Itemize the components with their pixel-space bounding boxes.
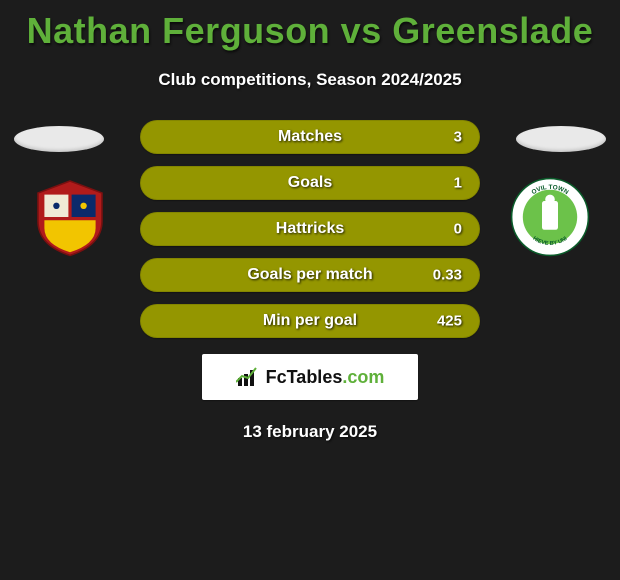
stat-value: 0 [454,221,462,238]
club-crest-left [30,177,110,257]
subtitle: Club competitions, Season 2024/2025 [0,70,620,90]
stat-label: Min per goal [263,312,357,330]
fctables-logo: FcTables.com [202,354,418,400]
stat-label: Matches [278,128,342,146]
page-title: Nathan Ferguson vs Greenslade [0,0,620,52]
stat-fill [140,166,310,200]
stat-label: Hattricks [276,220,344,238]
logo-text-main: FcTables [266,367,343,387]
stat-row-min-per-goal: Min per goal 425 [140,304,480,338]
stat-row-goals: Goals 1 [140,166,480,200]
stats-container: Matches 3 Goals 1 Hattricks 0 Goals per … [140,120,480,338]
date-label: 13 february 2025 [0,422,620,442]
stat-value: 425 [437,313,462,330]
stat-label: Goals [288,174,332,192]
club-crest-right: OVIL TOWN HIEVE BY UNI [510,177,590,257]
player-silhouette-left [14,126,104,152]
stat-label: Goals per match [247,266,372,284]
stat-value: 1 [454,175,462,192]
shield-icon [30,177,110,257]
round-badge-icon: OVIL TOWN HIEVE BY UNI [510,177,590,257]
stat-value: 0.33 [433,267,462,284]
stat-row-matches: Matches 3 [140,120,480,154]
player-silhouette-right [516,126,606,152]
stat-row-goals-per-match: Goals per match 0.33 [140,258,480,292]
stat-row-hattricks: Hattricks 0 [140,212,480,246]
bar-chart-icon [236,366,262,388]
logo-text-domain: .com [342,367,384,387]
stat-value: 3 [454,129,462,146]
logo-text: FcTables.com [266,367,385,388]
